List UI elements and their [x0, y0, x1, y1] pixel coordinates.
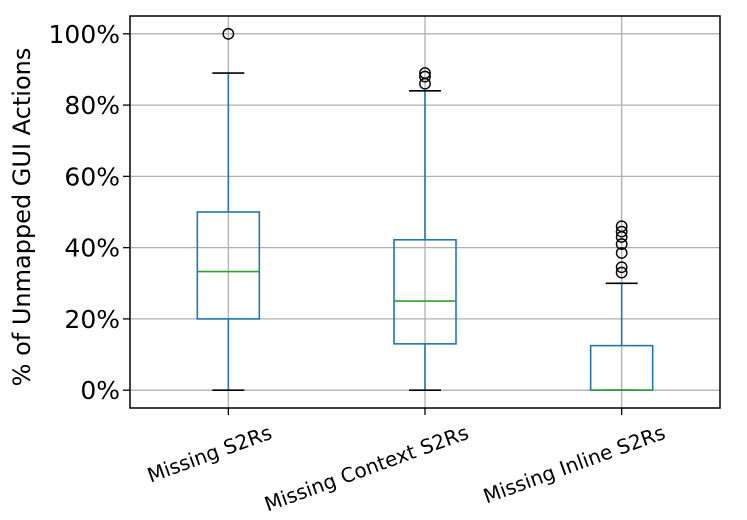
- y-tick-label-0: 0%: [80, 376, 120, 405]
- x-tick-label-2: Missing Inline S2Rs: [480, 420, 668, 508]
- box-2: [589, 220, 654, 391]
- outlier-2-3: [615, 238, 628, 250]
- outlier-2-5: [615, 225, 628, 238]
- box-rect-1: [393, 238, 457, 345]
- outlier-2-0: [615, 266, 628, 279]
- y-axis-ticks: 0% 20% 40% 60% 80% 100%: [49, 20, 130, 405]
- x-tick-label-0: Missing S2Rs: [144, 420, 275, 487]
- outlier-2-2: [615, 247, 628, 259]
- box-0: [196, 27, 261, 391]
- y-tick-label-2: 40%: [64, 234, 120, 263]
- y-axis-label: % of Unmapped GUI Actions: [8, 48, 36, 387]
- y-tick-label-4: 80%: [64, 91, 120, 120]
- outlier-1-1: [419, 70, 431, 83]
- y-tick-label-1: 20%: [64, 305, 120, 334]
- box-1: [393, 67, 457, 391]
- outlier-0-0: [222, 27, 235, 40]
- outlier-2-6: [615, 220, 628, 233]
- x-tick-label-1: Missing Context S2Rs: [261, 420, 472, 516]
- box-rect-0: [196, 211, 261, 320]
- y-tick-label-5: 100%: [49, 20, 120, 49]
- outlier-2-1: [615, 261, 628, 274]
- box-series: [196, 27, 654, 391]
- y-tick-label-3: 60%: [64, 162, 120, 191]
- outlier-1-2: [419, 67, 431, 79]
